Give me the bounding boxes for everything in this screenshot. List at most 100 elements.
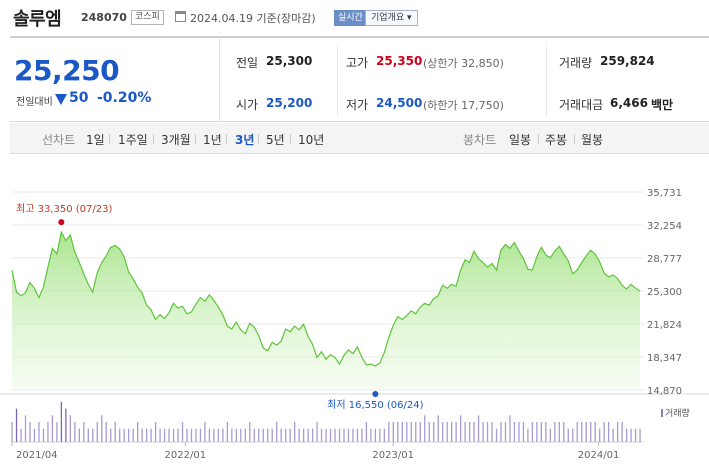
volume-bar [177, 428, 179, 442]
period-5y[interactable]: 5년 [266, 133, 285, 147]
volume-bar [365, 422, 368, 442]
candle-monthly[interactable]: 월봉 [581, 133, 604, 147]
volume-bar [424, 415, 426, 442]
current-price: 25,250 [14, 54, 120, 87]
upper-limit: (상한가 32,850) [423, 57, 504, 70]
volume-bar [29, 422, 31, 442]
volume-bar [374, 428, 377, 442]
x-tick-label: 2022/01 [165, 450, 207, 461]
volume-bar [392, 422, 394, 442]
company-overview-button[interactable]: 기업개요 ▾ [365, 10, 418, 26]
calendar-icon [175, 11, 186, 22]
divider [153, 134, 154, 144]
realtime-button[interactable]: 실시간 [334, 10, 367, 26]
period-3m[interactable]: 3개월 [161, 133, 191, 147]
volume-bar [477, 415, 480, 442]
volume-bar [119, 428, 121, 442]
x-tick-label: 2024/01 [578, 450, 620, 461]
volume-bar [334, 428, 336, 442]
volume-bar [630, 428, 632, 442]
volume-bar [388, 422, 390, 442]
change-value: 50 [69, 90, 89, 106]
volume-bar [343, 428, 345, 442]
volume-bar [513, 422, 516, 442]
volume-bar [307, 428, 309, 442]
change-percent: -0.20% [97, 90, 152, 106]
volume-bar [69, 415, 72, 442]
volume-bar [482, 422, 484, 442]
volume-legend-label: 거래량 [665, 409, 690, 419]
volume-bar [285, 428, 287, 442]
volume-bar [11, 422, 13, 442]
price-summary: 25,250 전일대비 50 -0.20% 전일 25,300 고가 25,35… [10, 36, 709, 122]
volume-bar [137, 422, 139, 442]
volume-bar [590, 422, 592, 442]
volume-bar [105, 422, 107, 442]
y-tick-label: 18,347 [647, 353, 682, 364]
volume-bar [616, 422, 619, 442]
volume-bar [204, 422, 206, 442]
volume-bar [567, 428, 569, 442]
volume-bar [581, 422, 583, 442]
down-arrow-icon [55, 94, 67, 105]
volume-bar [190, 428, 193, 442]
volume-bar [199, 428, 202, 442]
volume-bar [311, 428, 314, 442]
volume-bar [459, 415, 462, 442]
candle-weekly[interactable]: 주봉 [545, 133, 568, 147]
divider [546, 46, 547, 116]
price-line [11, 230, 641, 367]
volume-bar [634, 428, 637, 442]
volume-bar [186, 428, 188, 442]
volume-bar [442, 422, 444, 442]
volume-bar [406, 422, 408, 442]
high-marker [58, 219, 65, 226]
y-tick-label: 14,870 [647, 386, 682, 397]
volume-bar [141, 428, 143, 442]
volume-bar [235, 428, 237, 442]
market-badge: 코스피 [131, 10, 164, 25]
volume-bar [612, 428, 614, 442]
volume-bar [495, 428, 498, 442]
volume-bar [87, 428, 89, 442]
volume-bar [128, 428, 130, 442]
volume-bar [576, 422, 578, 442]
volume-bar [33, 428, 36, 442]
volume-bar [316, 422, 318, 442]
divider [290, 134, 291, 144]
low-label: 최저 16,550 (06/24) [327, 399, 423, 411]
period-1y[interactable]: 1년 [203, 133, 222, 147]
volume-bar [419, 422, 421, 442]
high-low-markers: 최고 33,350 (07/23) 최저 16,550 (06/24) [16, 203, 424, 411]
volume-label: 거래량 [559, 56, 593, 70]
volume-value: 259,824 [600, 54, 655, 68]
candle-daily[interactable]: 일봉 [509, 133, 532, 147]
period-10y[interactable]: 10년 [298, 133, 325, 147]
volume-bar [486, 422, 489, 442]
period-1d[interactable]: 1일 [86, 133, 105, 147]
volume-bar [289, 428, 291, 442]
period-1w[interactable]: 1주일 [118, 133, 148, 147]
volume-bar [401, 422, 403, 442]
volume-bar [249, 422, 251, 442]
trade-value: 6,466 [610, 96, 648, 110]
volume-bar [172, 428, 175, 442]
low-label: 저가 [346, 98, 369, 112]
volume-bar [625, 428, 628, 442]
volume-bar [15, 408, 18, 442]
volume-bar [361, 428, 363, 442]
volume-bar [240, 428, 242, 442]
divider [538, 134, 539, 144]
volume-bar [500, 422, 502, 442]
volume-bar [96, 422, 98, 442]
divider [226, 134, 227, 144]
volume-bar [473, 422, 475, 442]
volume-bar [114, 422, 116, 442]
price-chart[interactable]: 35,731 32,254 28,777 25,300 21,824 18,347 14,8… [0, 154, 709, 469]
lower-limit: (하한가 17,750) [423, 99, 504, 112]
volume-bar [356, 428, 359, 442]
volume-bar [410, 422, 412, 442]
volume-bar [74, 422, 76, 442]
volume-bar [267, 428, 269, 442]
period-3y[interactable]: 3년 [235, 133, 255, 147]
